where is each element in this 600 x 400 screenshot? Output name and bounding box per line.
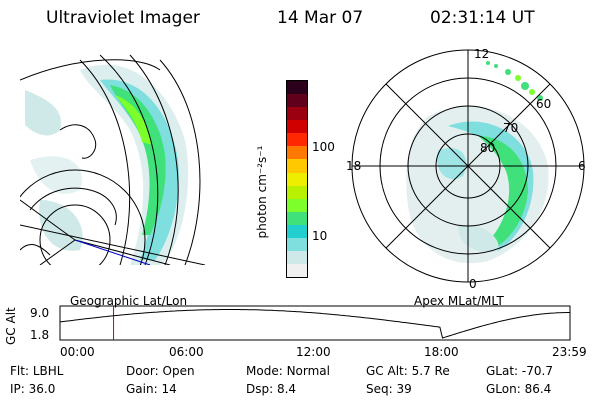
footer-glat: GLat: -70.7	[486, 364, 553, 378]
mlt-label-18: 18	[346, 159, 361, 173]
geo-map-label: Geographic Lat/Lon	[70, 294, 188, 308]
colorbar-segment	[287, 185, 307, 199]
lat-label-60: 60	[536, 97, 551, 111]
mlt-label-0: 0	[469, 277, 477, 291]
polar-map-label: Apex MLat/MLT	[414, 294, 504, 308]
colorbar-tick-100: 100	[312, 140, 335, 154]
observation-time: 02:31:14 UT	[430, 8, 535, 28]
altitude-plot	[59, 305, 571, 341]
colorbar-segment	[287, 198, 307, 212]
xtick-0000: 00:00	[60, 345, 95, 359]
alt-ymax: 9.0	[30, 306, 50, 320]
footer-flt: Flt: LBHL	[10, 364, 64, 378]
observation-date: 14 Mar 07	[277, 8, 364, 28]
colorbar-segment	[287, 120, 307, 134]
footer-gain: Gain: 14	[126, 382, 177, 396]
footer-dsp: Dsp: 8.4	[246, 382, 297, 396]
lat-label-80: 80	[480, 141, 495, 155]
app-title: Ultraviolet Imager	[46, 8, 200, 28]
footer-glon: GLon: 86.4	[486, 382, 552, 396]
colorbar-segment	[287, 263, 307, 277]
colorbar-segment	[287, 133, 307, 147]
colorbar-segment	[287, 107, 307, 121]
colorbar-segment	[287, 146, 307, 160]
xtick-1200: 12:00	[296, 345, 331, 359]
alt-ymin: 1.8	[30, 328, 50, 342]
colorbar-segment	[287, 172, 307, 186]
colorbar	[286, 80, 308, 278]
footer-mode: Mode: Normal	[246, 364, 330, 378]
colorbar-segment	[287, 250, 307, 264]
colorbar-unit-label: photon cm⁻²s⁻¹	[255, 145, 269, 239]
colorbar-tick-10: 10	[312, 229, 328, 243]
polar-mlt-map: 12 18 6 0 80 70 60	[346, 47, 586, 291]
altitude-curve	[59, 309, 570, 339]
footer-seq: Seq: 39	[366, 382, 412, 396]
footer-door: Door: Open	[126, 364, 195, 378]
lat-label-70: 70	[503, 121, 518, 135]
colorbar-segment	[287, 211, 307, 225]
colorbar-segment	[287, 237, 307, 251]
colorbar-segment	[287, 159, 307, 173]
footer-gcalt: GC Alt: 5.7 Re	[366, 364, 450, 378]
footer-ip: IP: 36.0	[10, 382, 56, 396]
colorbar-segment	[287, 81, 307, 95]
geographic-map	[20, 54, 205, 265]
xtick-0600: 06:00	[169, 345, 204, 359]
alt-axis-label: GC Alt	[4, 307, 18, 345]
mlt-label-12: 12	[474, 47, 489, 61]
xtick-1800: 18:00	[424, 345, 459, 359]
xtick-2359: 23:59	[552, 345, 587, 359]
colorbar-segment	[287, 94, 307, 108]
mlt-label-6: 6	[578, 159, 586, 173]
colorbar-segment	[287, 224, 307, 238]
